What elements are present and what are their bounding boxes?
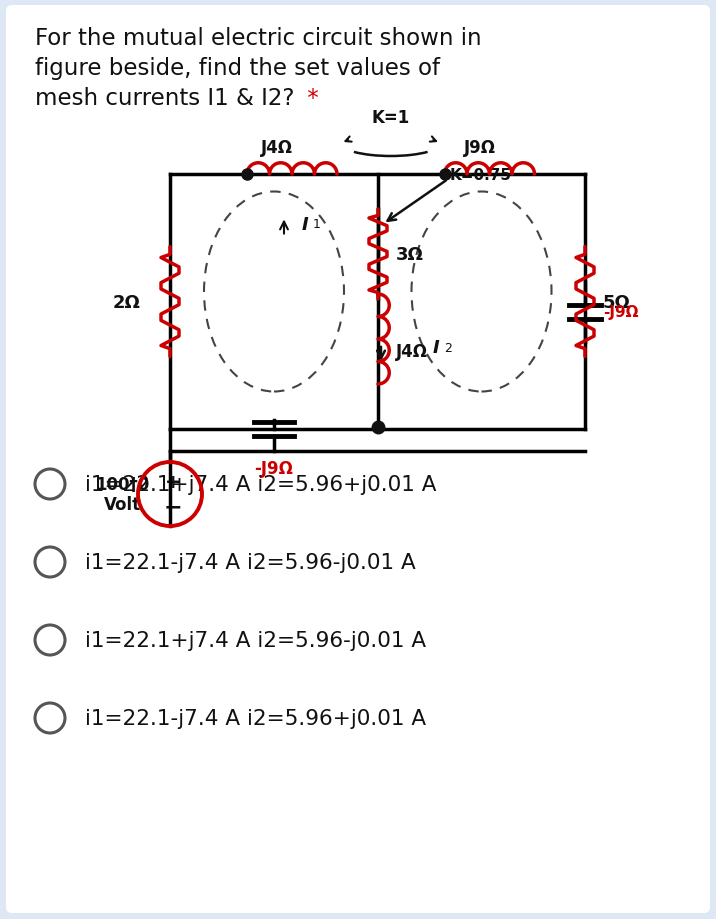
Text: *: * [300, 87, 319, 110]
Text: mesh currents I1 & I2?: mesh currents I1 & I2? [35, 87, 294, 110]
Text: I: I [302, 215, 309, 233]
Text: −: − [164, 496, 183, 516]
Text: J4Ω: J4Ω [261, 139, 293, 157]
Text: J4Ω: J4Ω [396, 343, 428, 360]
Text: K=0.75: K=0.75 [450, 168, 512, 183]
Text: 2Ω: 2Ω [112, 293, 140, 312]
Text: J9Ω: J9Ω [463, 139, 495, 157]
FancyBboxPatch shape [6, 6, 710, 913]
Text: +: + [165, 473, 181, 492]
Text: For the mutual electric circuit shown in: For the mutual electric circuit shown in [35, 27, 482, 50]
Text: 1: 1 [313, 218, 321, 232]
Text: Volt: Volt [103, 495, 140, 514]
Text: I: I [433, 338, 440, 357]
Text: -J9Ω: -J9Ω [255, 460, 294, 478]
Text: i1=22.1-j7.4 A i2=5.96-j0.01 A: i1=22.1-j7.4 A i2=5.96-j0.01 A [85, 552, 416, 573]
Text: i1=22.1+j7.4 A i2=5.96-j0.01 A: i1=22.1+j7.4 A i2=5.96-j0.01 A [85, 630, 426, 651]
Text: i1=22.1-j7.4 A i2=5.96+j0.01 A: i1=22.1-j7.4 A i2=5.96+j0.01 A [85, 709, 426, 728]
Text: 2: 2 [444, 342, 452, 355]
Text: 100†0: 100†0 [95, 475, 149, 494]
Text: 3Ω: 3Ω [396, 245, 424, 264]
Text: 5Ω: 5Ω [603, 293, 631, 312]
Text: -J9Ω: -J9Ω [603, 305, 639, 320]
Text: figure beside, find the set values of: figure beside, find the set values of [35, 57, 440, 80]
Text: K=1: K=1 [372, 108, 410, 127]
Text: i1=22.1+j7.4 A i2=5.96+j0.01 A: i1=22.1+j7.4 A i2=5.96+j0.01 A [85, 474, 437, 494]
